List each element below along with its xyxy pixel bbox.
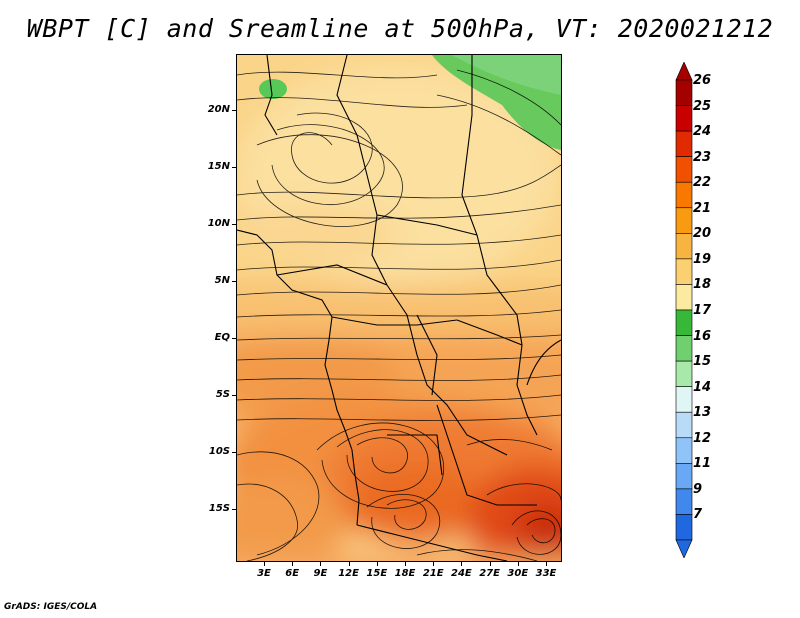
colorbar-label: 24 xyxy=(693,124,712,140)
colorbar-segment xyxy=(675,258,693,285)
lat-tick xyxy=(232,509,236,510)
lon-label: 12E xyxy=(338,568,359,579)
colorbar-arrow-top xyxy=(675,62,693,81)
lon-label: 21E xyxy=(422,568,444,579)
lon-tick xyxy=(376,562,378,566)
colorbar-segment xyxy=(675,284,693,311)
colorbar-label: 14 xyxy=(693,379,712,395)
lat-label: EQ xyxy=(214,332,230,343)
map-panel xyxy=(236,54,562,562)
colorbar-label: 9 xyxy=(693,481,703,497)
chart-title: WBPT [C] and Sreamline at 500hPa, VT: 20… xyxy=(26,14,774,43)
colorbar-label: 22 xyxy=(693,175,712,191)
colorbar-segment xyxy=(675,463,693,490)
lon-label: 9E xyxy=(313,568,328,579)
lon-tick xyxy=(517,562,519,566)
colorbar-label: 19 xyxy=(693,251,712,267)
colorbar-label: 25 xyxy=(693,98,712,114)
colorbar-segment xyxy=(675,437,693,464)
lon-tick xyxy=(405,562,406,566)
colorbar-label: 26 xyxy=(693,73,712,88)
lon-label: 27E xyxy=(479,568,500,579)
lon-label: 24E xyxy=(451,568,472,579)
colorbar-label: 13 xyxy=(693,405,712,421)
colorbar-arrow-bottom xyxy=(675,539,693,558)
colorbar-segment xyxy=(675,181,693,209)
lon-tick xyxy=(320,562,322,566)
wbpt-map xyxy=(237,55,561,561)
lon-label: 30E xyxy=(507,568,529,579)
colorbar-segment xyxy=(675,207,693,234)
colorbar-label: 20 xyxy=(693,226,712,242)
lat-label: 15N xyxy=(207,161,230,172)
lat-tick xyxy=(232,338,236,339)
wbpt-17-patch xyxy=(259,79,287,99)
lon-tick xyxy=(348,562,350,566)
colorbar-label: 16 xyxy=(693,328,712,344)
colorbar-label: 18 xyxy=(693,277,712,293)
lat-label: 5N xyxy=(214,275,230,286)
colorbar-label: 21 xyxy=(693,200,712,216)
colorbar-segment xyxy=(675,386,693,413)
grads-credit: GrADS: IGES/COLA xyxy=(4,602,98,612)
colorbar-label: 12 xyxy=(693,430,712,446)
lat-tick xyxy=(232,452,236,453)
lon-label: 33E xyxy=(535,568,557,579)
colorbar-label: 17 xyxy=(693,303,712,318)
lat-label: 10N xyxy=(207,218,230,229)
lon-tick xyxy=(264,562,265,566)
colorbar-segment xyxy=(675,130,693,157)
streamlines xyxy=(237,69,561,561)
colorbar xyxy=(675,62,693,558)
lat-label: 5S xyxy=(215,389,230,400)
lat-tick xyxy=(232,224,236,225)
colorbar-segment xyxy=(675,156,693,183)
colorbar-segment xyxy=(675,309,693,336)
country-borders xyxy=(237,55,561,561)
colorbar-segment xyxy=(675,514,693,541)
colorbar-segment xyxy=(675,335,693,362)
lat-label: 10S xyxy=(208,446,230,457)
colorbar-segment xyxy=(675,105,693,132)
lat-tick xyxy=(232,281,236,282)
lon-tick xyxy=(489,562,491,566)
lon-label: 6E xyxy=(285,568,300,579)
lat-tick xyxy=(232,167,236,168)
colorbar-label: 7 xyxy=(693,507,703,523)
lon-tick xyxy=(433,562,435,566)
lon-label: 3E xyxy=(257,568,271,579)
colorbar-label: 23 xyxy=(693,149,712,165)
colorbar-label: 15 xyxy=(693,354,712,370)
lon-tick xyxy=(292,562,294,566)
lon-tick xyxy=(461,562,463,566)
colorbar-segment xyxy=(675,360,693,387)
lat-label: 20N xyxy=(207,104,230,115)
colorbar-segment xyxy=(675,233,693,260)
lat-tick xyxy=(232,395,236,396)
lat-tick xyxy=(232,110,236,111)
lon-label: 18E xyxy=(394,568,416,579)
lat-label: 15S xyxy=(208,503,230,514)
colorbar-label: 11 xyxy=(693,456,712,472)
colorbar-segment xyxy=(675,411,693,439)
colorbar-segment xyxy=(675,488,693,515)
lon-label: 15E xyxy=(366,568,388,579)
lon-tick xyxy=(546,562,547,566)
colorbar-segment xyxy=(675,79,693,106)
